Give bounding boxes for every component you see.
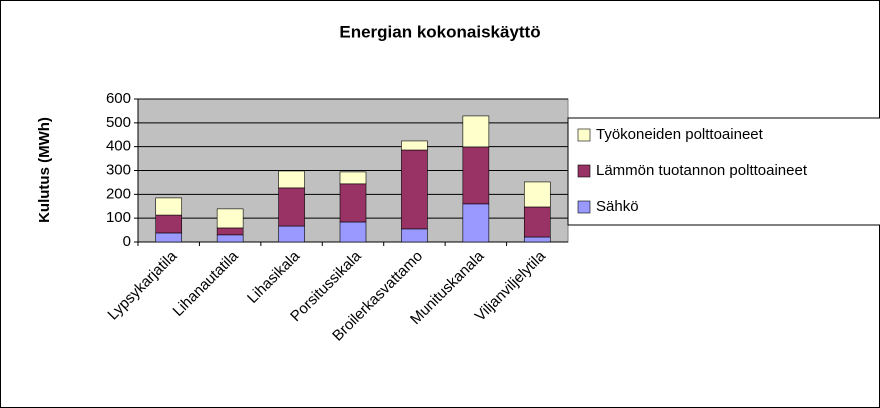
bar-segment xyxy=(401,149,428,230)
y-tick-label: 200 xyxy=(106,185,131,202)
bar-segment xyxy=(216,227,244,236)
y-tick-label: 100 xyxy=(106,209,131,226)
bar-segment xyxy=(339,183,367,223)
bar-segment xyxy=(278,187,305,227)
bar-segment xyxy=(523,206,551,238)
bar-segment xyxy=(401,140,428,151)
legend-swatch xyxy=(577,128,591,142)
legend-label: Työkoneiden polttoaineet xyxy=(596,126,764,143)
chart-title: Energian kokonaiskäyttö xyxy=(339,22,540,41)
bar-segment xyxy=(462,115,490,148)
bar-segment xyxy=(401,228,428,243)
y-tick-label: 400 xyxy=(106,138,131,155)
bar-segment xyxy=(155,214,183,234)
bar-segment xyxy=(523,236,551,243)
bar-segment xyxy=(462,146,490,205)
y-axis-label: Kulutus (MWh) xyxy=(36,117,53,223)
legend-swatch xyxy=(577,200,591,214)
y-tick-label: 300 xyxy=(106,161,131,178)
legend-label: Sähkö xyxy=(596,198,639,215)
bar-segment xyxy=(216,234,244,243)
bar-segment xyxy=(462,203,490,243)
legend-label: Lämmön tuotannon polttoaineet xyxy=(596,162,808,179)
bar-segment xyxy=(278,225,305,243)
legend-box xyxy=(567,117,880,226)
y-tick-label: 0 xyxy=(123,233,131,250)
bar-segment xyxy=(339,221,367,243)
y-tick-label: 600 xyxy=(106,90,131,107)
bar-segment xyxy=(278,170,305,189)
bar-segment xyxy=(155,197,183,216)
bar-segment xyxy=(523,181,551,208)
legend-swatch xyxy=(577,164,591,178)
bar-segment xyxy=(339,171,367,185)
y-tick-label: 500 xyxy=(106,114,131,131)
bar-segment xyxy=(216,208,244,229)
bar-segment xyxy=(155,232,183,243)
